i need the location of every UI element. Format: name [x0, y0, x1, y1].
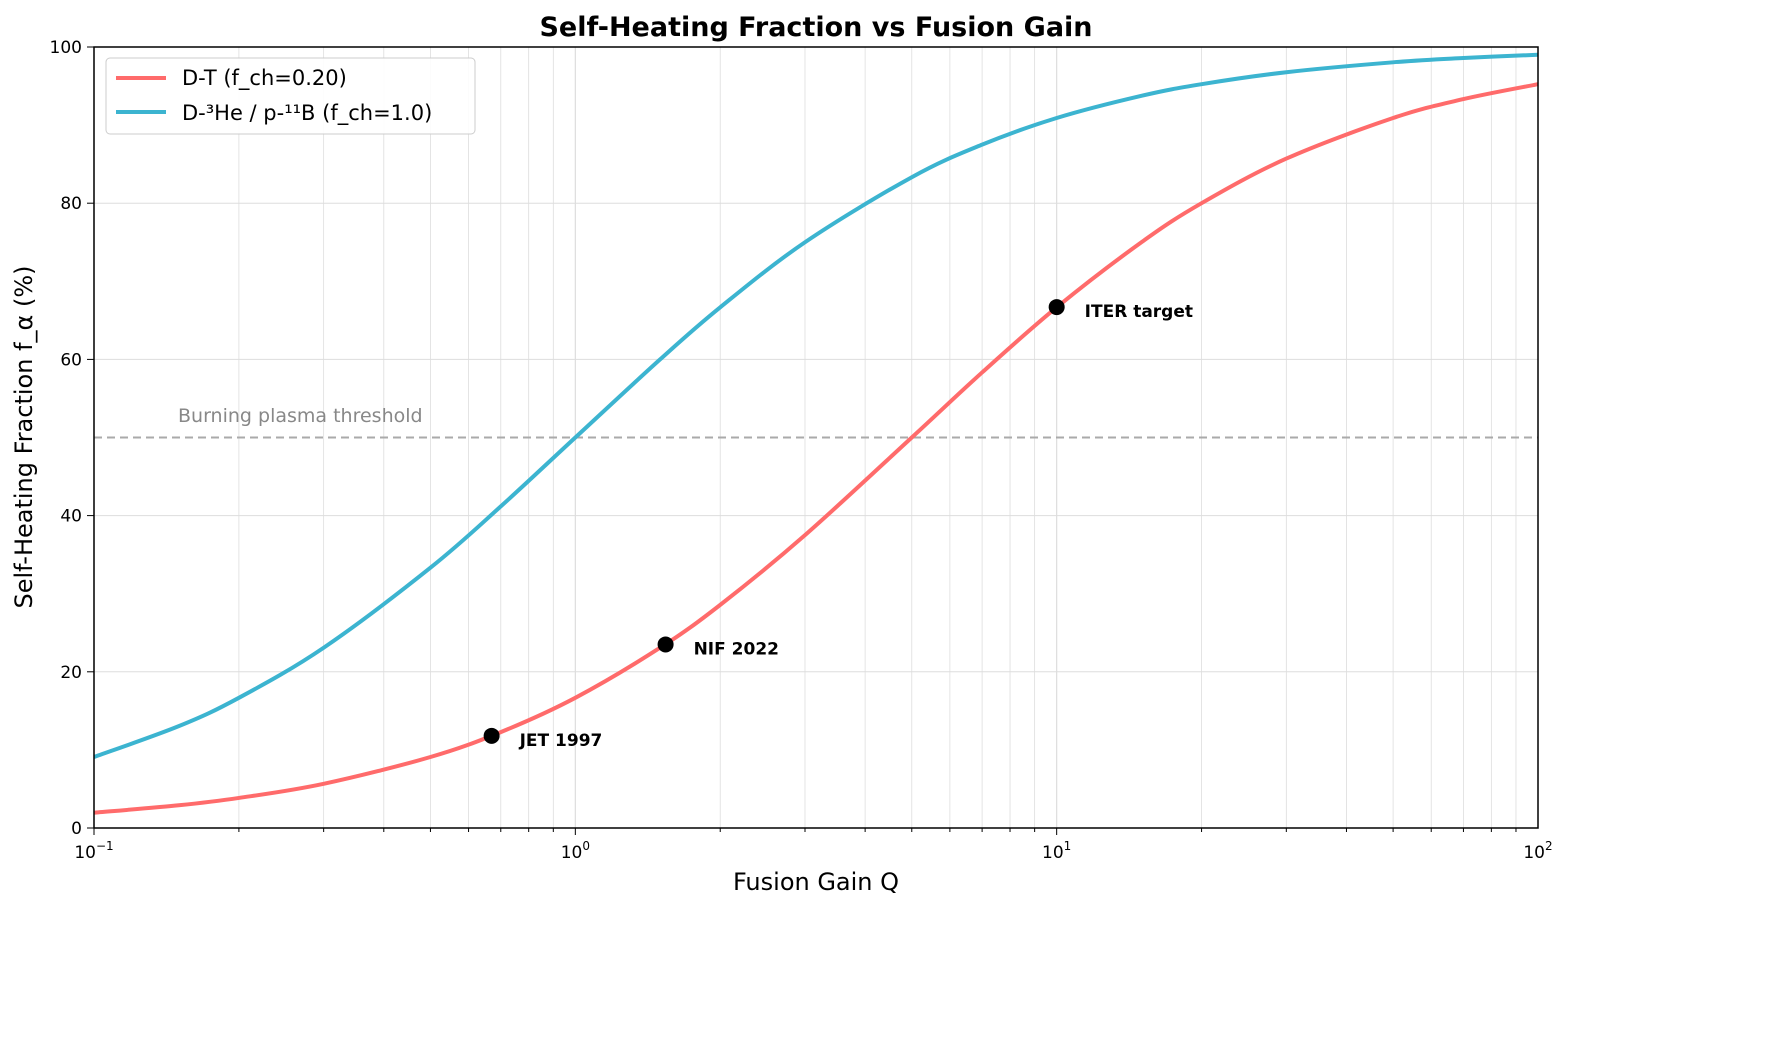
x-tick-label: 101	[1042, 839, 1071, 863]
y-tick-label: 80	[60, 194, 82, 214]
x-tick-label: 10−1	[74, 839, 113, 863]
series-group	[93, 52, 1539, 815]
annotation-point	[1048, 299, 1065, 316]
annotation-label: ITER target	[1085, 302, 1193, 322]
annotation-label: NIF 2022	[694, 639, 779, 659]
chart-title: Self-Heating Fraction vs Fusion Gain	[539, 12, 1092, 43]
threshold-label: Burning plasma threshold	[178, 405, 423, 427]
legend-box	[105, 57, 476, 135]
x-axis-label: Fusion Gain Q	[733, 868, 899, 896]
legend-label-dhe: D-³He / p-¹¹B (f_ch=1.0)	[182, 101, 432, 126]
y-tick-label: 60	[60, 350, 82, 370]
legend: D-T (f_ch=0.20) D-³He / p-¹¹B (f_ch=1.0)	[105, 57, 476, 135]
annotations: JET 1997 NIF 2022 ITER target	[483, 299, 1193, 751]
ticks: 0 20 40 60 80 100 10−1 100 101 102	[50, 38, 1553, 863]
y-tick-label: 20	[60, 663, 82, 683]
x-tick-label: 100	[561, 839, 590, 863]
y-tick-label: 100	[50, 38, 82, 58]
annotation-point	[657, 636, 674, 653]
x-tick-label: 102	[1523, 839, 1552, 863]
y-tick-label: 40	[60, 507, 82, 527]
legend-label-dt: D-T (f_ch=0.20)	[182, 66, 347, 91]
y-axis-label: Self-Heating Fraction f_α (%)	[10, 266, 38, 609]
y-tick-label: 0	[71, 819, 82, 839]
series-line-dhe	[93, 52, 1539, 759]
series-line-dt	[93, 82, 1539, 815]
plot-frame	[93, 46, 1539, 829]
annotation-point	[483, 727, 500, 744]
annotation-label: JET 1997	[519, 731, 603, 751]
